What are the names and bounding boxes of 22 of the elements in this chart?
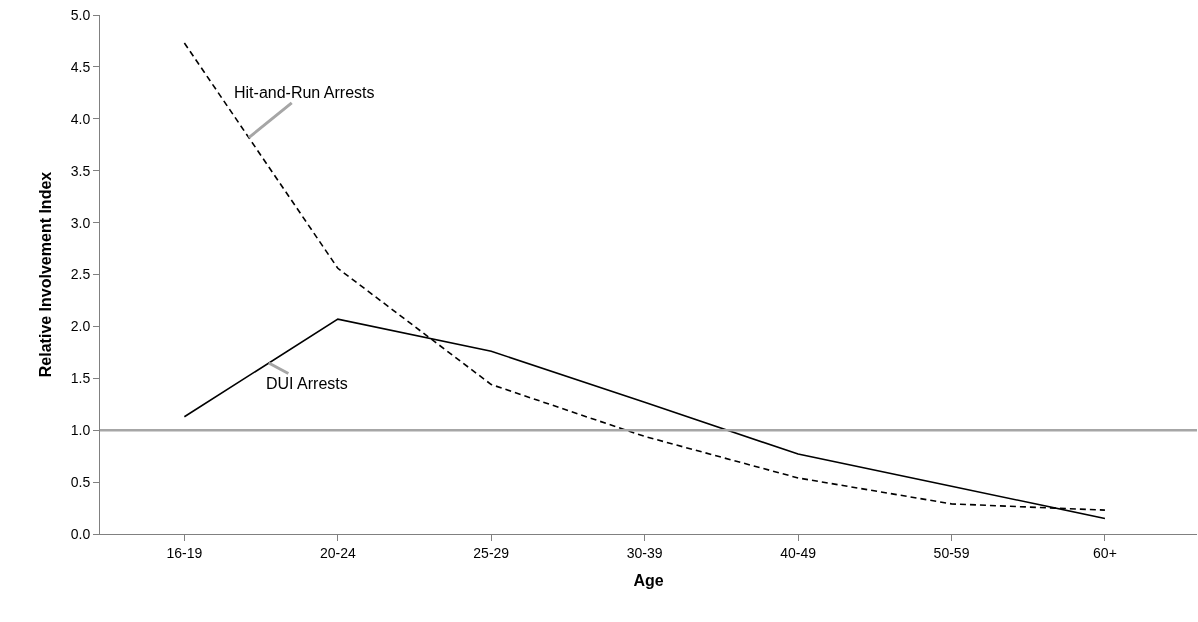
y-axis-title: Relative Involvement Index [36, 171, 54, 378]
x-tick-label: 40-49 [780, 544, 817, 561]
y-tick-label: 3.0 [70, 214, 91, 231]
x-tick-label: 30-39 [626, 544, 663, 561]
series-label: Hit-and-Run Arrests [234, 84, 375, 101]
y-tick-label: 4.0 [70, 110, 91, 127]
x-tick-label: 20-24 [319, 544, 356, 561]
y-tick-label: 2.0 [70, 318, 91, 335]
y-tick-label: 4.5 [70, 58, 91, 75]
x-tick-label: 16-19 [166, 544, 203, 561]
y-tick-label: 0.0 [70, 525, 91, 542]
y-tick-label: 1.5 [70, 370, 91, 387]
y-tick-label: 0.5 [70, 474, 91, 490]
series-label: DUI Arrests [266, 375, 348, 392]
y-tick-label: 2.5 [70, 266, 91, 283]
x-axis-title: Age [633, 572, 664, 590]
x-tick-label: 25-29 [473, 544, 510, 561]
y-tick-label: 5.0 [70, 6, 91, 23]
y-tick-label: 1.0 [70, 422, 91, 439]
x-tick-label: 60+ [1093, 544, 1117, 561]
x-tick-label: 50-59 [933, 544, 970, 561]
y-tick-label: 3.5 [70, 162, 91, 179]
